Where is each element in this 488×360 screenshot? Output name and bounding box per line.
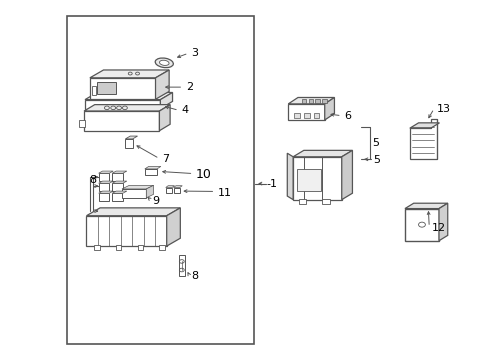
Bar [298, 199, 305, 204]
Polygon shape [404, 203, 447, 208]
Text: 12: 12 [431, 223, 445, 233]
Bar [122, 189, 146, 198]
Polygon shape [122, 185, 153, 189]
Polygon shape [112, 171, 126, 173]
Polygon shape [160, 93, 172, 109]
Polygon shape [165, 186, 174, 188]
Bar [67, 16, 254, 344]
Polygon shape [84, 111, 159, 131]
Bar [144, 169, 157, 175]
Text: 5: 5 [371, 138, 378, 148]
Bar [296, 169, 321, 191]
Bar [293, 113, 299, 118]
Polygon shape [292, 157, 341, 200]
Polygon shape [324, 98, 334, 120]
Bar [94, 246, 100, 250]
Bar [99, 193, 109, 201]
Ellipse shape [155, 58, 173, 68]
Bar [165, 188, 172, 193]
Bar [125, 139, 132, 148]
Polygon shape [146, 185, 153, 198]
Text: 8: 8 [89, 175, 96, 185]
Polygon shape [341, 150, 352, 200]
Polygon shape [404, 208, 438, 241]
Bar [116, 246, 121, 250]
Polygon shape [99, 181, 113, 183]
Polygon shape [86, 208, 180, 216]
Bar [159, 246, 165, 250]
Bar [79, 120, 85, 127]
Polygon shape [287, 153, 292, 200]
Polygon shape [144, 166, 161, 169]
Bar [301, 99, 305, 103]
Polygon shape [287, 98, 334, 104]
Polygon shape [99, 171, 113, 173]
Bar [92, 86, 96, 95]
Bar [322, 99, 326, 103]
Polygon shape [84, 105, 170, 111]
Bar [179, 255, 184, 276]
Polygon shape [85, 100, 160, 109]
Text: 4: 4 [181, 105, 188, 115]
Bar [322, 199, 329, 204]
Polygon shape [438, 203, 447, 241]
Polygon shape [166, 208, 180, 246]
Bar [112, 193, 122, 201]
Polygon shape [159, 105, 170, 131]
Polygon shape [125, 136, 137, 139]
Bar [99, 183, 109, 191]
Bar [315, 99, 319, 103]
Text: 6: 6 [344, 111, 350, 121]
Polygon shape [173, 186, 182, 188]
Polygon shape [409, 119, 436, 158]
Text: 3: 3 [191, 48, 198, 58]
Text: 11: 11 [217, 188, 231, 198]
Bar [97, 82, 116, 94]
Bar [137, 246, 143, 250]
Text: 2: 2 [186, 82, 193, 92]
Bar [112, 173, 122, 181]
Bar [308, 99, 312, 103]
Polygon shape [292, 150, 352, 157]
Text: 10: 10 [196, 168, 211, 181]
Polygon shape [90, 70, 169, 78]
Text: 13: 13 [436, 104, 449, 113]
Text: -1: -1 [266, 179, 277, 189]
Text: 5: 5 [372, 156, 380, 165]
Bar [112, 183, 122, 191]
Bar [173, 188, 180, 193]
Polygon shape [112, 191, 126, 193]
Polygon shape [287, 104, 324, 120]
Text: 8: 8 [191, 271, 198, 282]
Polygon shape [155, 70, 169, 99]
Bar [99, 173, 109, 181]
Text: 7: 7 [162, 154, 169, 163]
Ellipse shape [159, 60, 169, 66]
Polygon shape [85, 93, 172, 100]
Polygon shape [409, 123, 439, 128]
Polygon shape [99, 191, 113, 193]
Bar [313, 113, 319, 118]
Polygon shape [112, 181, 126, 183]
Polygon shape [86, 216, 166, 246]
Bar [303, 113, 309, 118]
Polygon shape [90, 78, 155, 99]
Text: 9: 9 [152, 197, 159, 206]
